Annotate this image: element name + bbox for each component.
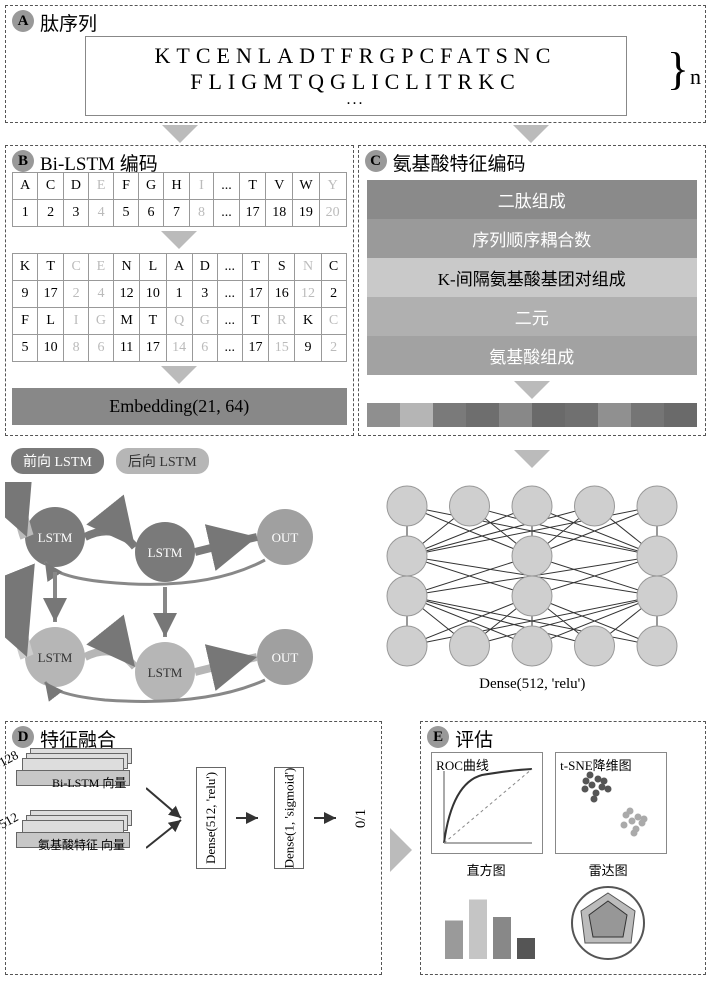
feature-bar: K-间隔氨基酸基团对组成 — [367, 258, 698, 297]
seq-line-1: KTCENLADTFRGPCFATSNC — [106, 43, 606, 69]
panel-c-letter: C — [365, 150, 387, 172]
panel-c: C 氨基酸特征编码 二肽组成序列顺序耦合数K-间隔氨基酸基团对组成二元氨基酸组成 — [358, 145, 707, 436]
feature-bar: 二肽组成 — [367, 180, 698, 219]
tsne-title: t-SNE降维图 — [560, 755, 632, 774]
alphabet-table: ACDEFGHI...TVWY12345678...17181920 — [12, 172, 347, 227]
embedding-bar: Embedding(21, 64) — [12, 388, 347, 425]
roc-title: ROC曲线 — [436, 755, 489, 774]
panel-e-letter: E — [427, 726, 449, 748]
panel-e: E 评估 ROC曲线 t-SNE降维图 直方图 雷达图 — [420, 721, 706, 975]
bilstm-diagram: 前向 LSTM 后向 LSTM LSTM LSTM OUT LST — [5, 444, 353, 717]
panel-d: D 特征融合 n×128 Bi-LSTM 向量 n×512 — [5, 721, 382, 975]
panel-a: A 肽序列 KTCENLADTFRGPCFATSNC FLIGMTQGLICLI… — [5, 5, 706, 123]
panel-e-title: 评估 — [455, 725, 493, 752]
down-arrow-icon — [513, 125, 549, 143]
encoding-table: KTCENLAD...TSNC91724121013...1716122FLIG… — [12, 253, 347, 362]
panel-b-letter: B — [12, 150, 34, 172]
down-arrow-icon — [162, 125, 198, 143]
dense-512-box: Dense(512, 'relu') — [196, 767, 226, 869]
legend-forward: 前向 LSTM — [11, 448, 104, 474]
radar-title: 雷达图 — [553, 860, 663, 879]
feature-bars: 二肽组成序列顺序耦合数K-间隔氨基酸基团对组成二元氨基酸组成 — [367, 180, 698, 375]
peptide-sequence-box: KTCENLADTFRGPCFATSNC FLIGMTQGLICLITRKC .… — [85, 36, 627, 116]
dense-1-box: Dense(1, 'sigmoid') — [274, 767, 304, 869]
feature-bar: 二元 — [367, 297, 698, 336]
label-aa-feat-vec: 氨基酸特征 向量 — [38, 836, 125, 853]
right-arrow-container — [386, 721, 416, 979]
down-arrow-icon — [514, 450, 550, 468]
svg-text:LSTM: LSTM — [38, 650, 73, 665]
panel-a-title: 肽序列 — [40, 9, 97, 36]
roc-chart: ROC曲线 — [431, 752, 543, 854]
nn-svg — [377, 476, 687, 676]
feature-mosaic — [367, 403, 698, 427]
right-arrow-icon — [390, 828, 412, 872]
svg-text:LSTM: LSTM — [148, 545, 183, 560]
brace-n: n — [690, 64, 701, 90]
down-arrow-icon — [514, 381, 550, 399]
feature-bar: 序列顺序耦合数 — [367, 219, 698, 258]
panel-a-letter: A — [12, 10, 34, 32]
output-01: 0/1 — [353, 808, 370, 827]
hist-title: 直方图 — [431, 860, 541, 879]
down-arrow-icon — [161, 366, 197, 384]
dense-nn-diagram: Dense(512, 'relu') — [359, 444, 707, 717]
legend-backward: 后向 LSTM — [116, 448, 209, 474]
svg-text:OUT: OUT — [272, 650, 299, 665]
panel-c-title: 氨基酸特征编码 — [393, 149, 526, 176]
radar-chart: 雷达图 — [553, 860, 663, 960]
panel-b-title: Bi-LSTM 编码 — [40, 149, 158, 176]
bilstm-svg: LSTM LSTM OUT LSTM LSTM OUT — [5, 482, 345, 712]
dense-label: Dense(512, 'relu') — [359, 676, 707, 693]
arrow-icon — [236, 808, 264, 828]
seq-dots: ... — [106, 91, 606, 109]
panel-b: B Bi-LSTM 编码 ACDEFGHI...TVWY12345678...1… — [5, 145, 354, 436]
histogram-chart: 直方图 — [431, 860, 541, 960]
merge-arrows — [146, 768, 186, 868]
down-arrow-icon — [161, 231, 197, 249]
label-bilstm-vec: Bi-LSTM 向量 — [52, 774, 126, 791]
svg-text:LSTM: LSTM — [148, 665, 183, 680]
svg-text:OUT: OUT — [272, 530, 299, 545]
tsne-chart: t-SNE降维图 — [555, 752, 667, 854]
panel-d-letter: D — [12, 726, 34, 748]
svg-text:LSTM: LSTM — [38, 530, 73, 545]
brace-icon: } — [667, 42, 689, 95]
arrow-icon — [314, 808, 342, 828]
feature-bar: 氨基酸组成 — [367, 336, 698, 375]
